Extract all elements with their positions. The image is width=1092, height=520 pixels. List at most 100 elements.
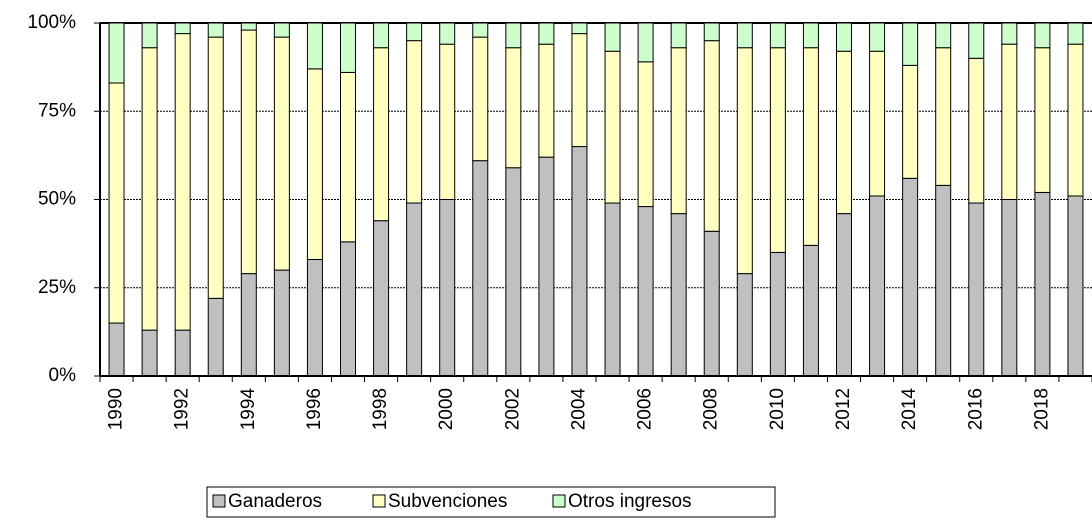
bar-segment [340,241,356,377]
legend-label: Ganaderos [228,491,322,512]
bar-segment [836,213,852,377]
bar-segment [373,220,390,377]
bar-segment [538,22,555,45]
x-tick-label: 1994 [238,388,259,431]
bar-segment [670,47,687,215]
bar-segment [273,22,290,38]
bar-segment [935,47,952,186]
bar-segment [703,40,720,232]
bar-segment [505,22,522,49]
bar-segment [571,146,588,377]
x-tick-label: 2000 [436,388,457,430]
bar-segment [670,22,687,49]
bar-segment [836,22,852,52]
bar-segment [869,50,886,197]
x-tick-label: 1998 [370,388,391,430]
bar-segment [174,22,191,35]
bar-segment [174,329,191,377]
bar-segment [1067,22,1084,45]
bar-segment [802,22,819,49]
bar-segment [538,156,555,377]
x-tick-label: 1992 [172,388,193,430]
legend-swatch [372,494,386,508]
x-tick-label: 2008 [701,388,722,430]
y-tick-label: 0% [49,365,77,386]
bar-segment [869,22,886,52]
bar-segment [207,22,224,38]
bar-segment [1034,22,1051,49]
bar-segment [174,33,191,331]
bar-segment [240,29,257,275]
bar-segment [505,47,522,169]
bar-segment [1001,43,1018,201]
bar-segment [571,22,588,35]
bar-segment [968,202,985,377]
bar-segment [207,297,224,377]
bar-segment [141,22,158,49]
bar-segment [637,61,654,208]
bar-segment [505,167,522,377]
bar-segment [902,177,919,377]
bar-segment [207,36,224,299]
bar-segment [472,160,489,377]
bar-segment [604,202,621,377]
x-tick-label: 2006 [635,388,656,430]
x-tick-label: 2002 [502,388,523,430]
bar-segment [769,47,786,253]
x-tick-label: 2018 [1031,388,1052,430]
bar-segment [108,82,125,324]
bar-segment [472,22,489,38]
bar-segment [273,36,290,271]
x-tick-label: 2012 [833,388,854,430]
x-tick-label: 1990 [106,388,127,430]
bar-segment [769,251,786,377]
y-tick-label: 100% [27,12,76,33]
bar-segment [670,213,687,377]
bar-segment [373,22,390,49]
bar-segment [604,22,621,52]
bar-segment [406,202,423,377]
bar-segment [141,47,158,331]
bar-segment [869,195,886,377]
bar-segment [108,322,125,377]
x-tick-label: 2004 [568,388,589,431]
bar-segment [802,244,819,377]
legend-swatch [212,494,226,508]
bar-segment [1067,195,1084,377]
bar-segment [769,22,786,49]
bar-segment [273,269,290,377]
bar-segment [836,50,852,215]
bar-segment [439,43,456,201]
bar-segment [736,22,753,49]
bar-segment [935,22,952,49]
bar-segment [406,22,423,42]
y-tick-label: 50% [38,189,76,210]
bar-segment [736,47,753,275]
bar-segment [306,259,323,377]
bar-segment [935,184,952,377]
bar-segment [637,22,654,63]
legend-swatch [552,494,566,508]
bar-segment [604,50,621,204]
bar-segment [1034,191,1051,377]
bar-segment [1001,199,1018,377]
bar-segment [472,36,489,162]
bar-segment [1067,43,1084,197]
x-tick-label: 2016 [965,388,986,430]
bar-segment [968,57,985,204]
bar-segment [439,199,456,377]
legend-box [206,486,776,518]
bar-segment [637,206,654,377]
bar-segment [373,47,390,222]
bar-segment [240,22,257,31]
x-tick-label: 2010 [767,388,788,430]
bar-segment [968,22,985,59]
bar-segment [538,43,555,158]
bar-segment [902,22,919,66]
bar-segment [141,329,158,377]
bar-segment [240,273,257,377]
legend-label: Otros ingresos [568,491,692,512]
bar-segment [406,40,423,204]
bar-segment [1001,22,1018,45]
